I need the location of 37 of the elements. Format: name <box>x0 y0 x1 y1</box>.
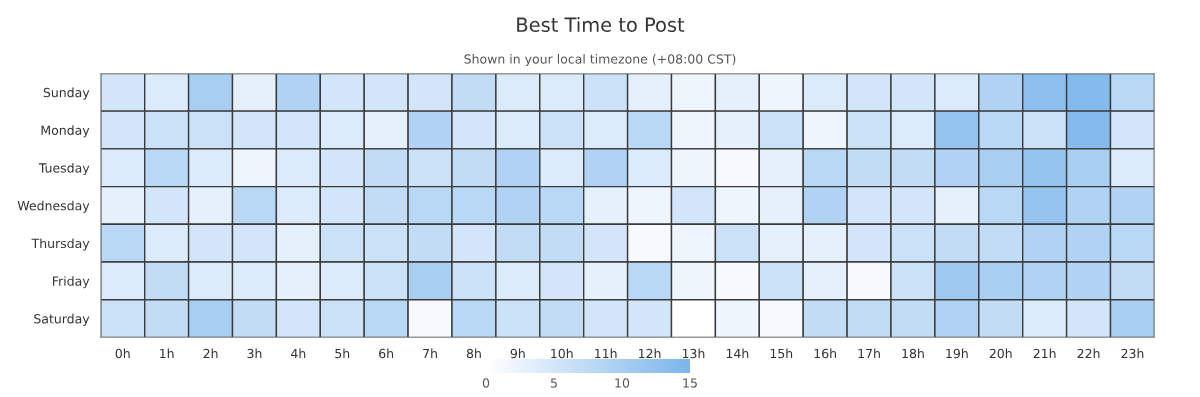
y-tick-label: Tuesday <box>38 162 90 176</box>
color-bar-label: 5 <box>550 378 557 388</box>
x-tick-label: 19h <box>946 348 968 359</box>
x-tick-label: 17h <box>858 348 880 359</box>
chart-title: Best Time to Post <box>517 16 685 33</box>
x-tick-label: 4h <box>291 348 306 359</box>
x-tick-label: 1h <box>160 348 174 359</box>
x-tick-label: 3h <box>247 348 262 359</box>
y-tick-label: Monday <box>41 125 90 138</box>
x-tick-label: 13h <box>682 348 705 359</box>
color-bar-label: 0 <box>482 378 490 388</box>
x-tick-label: 7h <box>423 348 437 359</box>
x-tick-label: 8h <box>466 348 481 359</box>
color-bar-label: 10 <box>615 378 630 388</box>
y-tick-label: Wednesday <box>17 200 90 213</box>
x-tick-label: 22h <box>1077 348 1100 359</box>
x-tick-label: 2h <box>203 348 218 359</box>
chart-subtitle: Shown in your local timezone (+08:00 CST) <box>464 54 736 67</box>
x-tick-label: 23h <box>1121 348 1144 359</box>
color-bar-label: 15 <box>683 378 697 388</box>
x-tick-label: 18h <box>902 348 924 359</box>
x-tick-label: 21h <box>1033 348 1056 359</box>
x-tick-label: 9h <box>510 348 525 359</box>
x-tick-label: 14h <box>726 348 749 359</box>
x-tick-label: 11h <box>595 348 617 359</box>
y-tick-label: Sunday <box>43 87 90 100</box>
x-tick-label: 15h <box>770 348 793 359</box>
y-tick-label: Thursday <box>31 238 90 251</box>
y-tick-label: Saturday <box>34 313 90 326</box>
x-tick-label: 16h <box>814 348 836 359</box>
x-tick-label: 12h <box>639 348 661 359</box>
y-tick-label: Friday <box>53 276 90 289</box>
x-tick-label: 0h <box>115 348 130 359</box>
x-tick-label: 10h <box>551 348 573 359</box>
x-tick-label: 5h <box>335 348 350 359</box>
x-tick-label: 6h <box>379 348 394 359</box>
x-tick-label: 20h <box>989 348 1012 359</box>
